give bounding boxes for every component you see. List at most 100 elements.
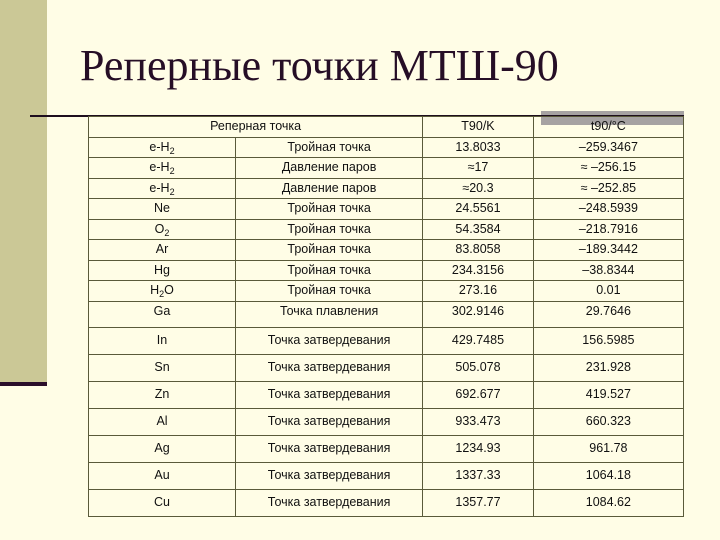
cell-substance: e-H2 — [87, 136, 237, 158]
cell-t90-kelvin: 273.16 — [422, 280, 534, 302]
cell-point-type: Тройная точка — [235, 198, 424, 220]
cell-t90-celsius: –248.5939 — [532, 198, 685, 220]
cell-t90-celsius: 0.01 — [532, 280, 685, 302]
cell-t90-celsius: 231.928 — [532, 353, 685, 382]
cell-t90-kelvin: 24.5561 — [422, 198, 534, 220]
cell-substance: Au — [87, 461, 237, 490]
cell-point-type: Точка затвердевания — [235, 407, 424, 436]
table-row: Au Точка затвердевания 1337.33 1064.18 — [87, 461, 685, 490]
cell-t90-celsius: –189.3442 — [532, 239, 685, 261]
header-t90-celsius: t90/°C — [532, 116, 685, 138]
table-row: Zn Точка затвердевания 692.677 419.527 — [87, 380, 685, 409]
cell-substance: Zn — [87, 380, 237, 409]
cell-t90-kelvin: 83.8058 — [422, 239, 534, 261]
table-row: e-H2 Давление паров ≈20.3 ≈ –252.85 — [87, 177, 685, 199]
cell-point-type: Тройная точка — [235, 280, 424, 302]
title-rule — [30, 115, 684, 117]
substance-symbol: H — [150, 283, 160, 298]
slide-title: Реперные точки МТШ-90 — [80, 41, 559, 90]
table-row: Al Точка затвердевания 933.473 660.323 — [87, 407, 685, 436]
cell-t90-celsius: 1064.18 — [532, 461, 685, 490]
cell-point-type: Давление паров — [235, 177, 424, 199]
substance-symbol: Ne — [154, 201, 170, 216]
substance-subscript: 2 — [159, 289, 165, 300]
cell-point-type: Тройная точка — [235, 136, 424, 158]
table-row: Sn Точка затвердевания 505.078 231.928 — [87, 353, 685, 382]
cell-t90-kelvin: ≈20.3 — [422, 177, 534, 199]
cell-substance: Al — [87, 407, 237, 436]
table-row: Hg Тройная точка 234.3156 –38.8344 — [87, 259, 685, 281]
cell-t90-kelvin: 505.078 — [422, 353, 534, 382]
table-row: Ar Тройная точка 83.8058 –189.3442 — [87, 239, 685, 261]
cell-substance: Ga — [87, 300, 237, 328]
substance-symbol: Cu — [154, 495, 170, 509]
cell-t90-celsius: 156.5985 — [532, 326, 685, 355]
cell-t90-celsius: –259.3467 — [532, 136, 685, 158]
cell-t90-kelvin: ≈17 — [422, 157, 534, 179]
substance-symbol: Ar — [155, 242, 169, 257]
cell-t90-kelvin: 13.8033 — [422, 136, 534, 158]
cell-substance: H2O — [87, 280, 237, 302]
substance-symbol: Ag — [154, 441, 170, 455]
cell-t90-kelvin: 1357.77 — [422, 488, 534, 517]
cell-t90-kelvin: 429.7485 — [422, 326, 534, 355]
substance-subscript: 2 — [169, 186, 175, 197]
table-row: In Точка затвердевания 429.7485 156.5985 — [87, 326, 685, 355]
table-header-row: Реперная точка T90/K t90/°C — [87, 116, 685, 138]
sidebar-rule — [0, 382, 47, 386]
substance-subscript: 2 — [164, 227, 170, 238]
cell-t90-celsius: –38.8344 — [532, 259, 685, 281]
cell-point-type: Точка затвердевания — [235, 488, 424, 517]
cell-t90-kelvin: 692.677 — [422, 380, 534, 409]
cell-substance: Cu — [87, 488, 237, 517]
cell-point-type: Точка затвердевания — [235, 380, 424, 409]
table-body: e-H2 Тройная точка 13.8033 –259.3467 e-H2 Дав… — [87, 136, 685, 517]
cell-point-type: Тройная точка — [235, 218, 424, 240]
cell-substance: In — [87, 326, 237, 355]
cell-t90-kelvin: 1337.33 — [422, 461, 534, 490]
substance-symbol: O — [154, 221, 165, 236]
reference-points-table: Реперная точка T90/K t90/°C e-H2 Тройная … — [87, 116, 685, 517]
cell-point-type: Тройная точка — [235, 239, 424, 261]
cell-t90-celsius: ≈ –256.15 — [532, 157, 685, 179]
cell-point-type: Давление паров — [235, 157, 424, 179]
substance-symbol: e-H — [149, 180, 170, 195]
cell-point-type: Точка затвердевания — [235, 461, 424, 490]
substance-symbol: Ga — [153, 303, 171, 318]
cell-t90-celsius: –218.7916 — [532, 218, 685, 240]
cell-t90-kelvin: 933.473 — [422, 407, 534, 436]
table-row: Ne Тройная точка 24.5561 –248.5939 — [87, 198, 685, 220]
substance-symbol: In — [156, 333, 168, 347]
cell-t90-celsius: 660.323 — [532, 407, 685, 436]
table-row: Ag Точка затвердевания 1234.93 961.78 — [87, 434, 685, 463]
substance-suffix: O — [164, 283, 174, 298]
cell-point-type: Точка затвердевания — [235, 434, 424, 463]
table-row: O2 Тройная точка 54.3584 –218.7916 — [87, 218, 685, 240]
cell-substance: Hg — [87, 259, 237, 281]
table-row: H2O Тройная точка 273.16 0.01 — [87, 280, 685, 302]
cell-t90-kelvin: 302.9146 — [422, 300, 534, 328]
cell-t90-celsius: 961.78 — [532, 434, 685, 463]
cell-t90-kelvin: 234.3156 — [422, 259, 534, 281]
sidebar-decoration — [0, 0, 47, 382]
substance-subscript: 2 — [169, 145, 175, 156]
table-row: Ga Точка плавления 302.9146 29.7646 — [87, 300, 685, 328]
cell-t90-celsius: 419.527 — [532, 380, 685, 409]
cell-substance: Ne — [87, 198, 237, 220]
cell-substance: O2 — [87, 218, 237, 240]
header-reference-point: Реперная точка — [87, 116, 424, 138]
cell-t90-celsius: 29.7646 — [532, 300, 685, 328]
cell-point-type: Точка затвердевания — [235, 353, 424, 382]
cell-t90-kelvin: 1234.93 — [422, 434, 534, 463]
cell-point-type: Точка плавления — [235, 300, 424, 328]
cell-substance: Ar — [87, 239, 237, 261]
cell-substance: e-H2 — [87, 177, 237, 199]
cell-substance: Ag — [87, 434, 237, 463]
cell-t90-kelvin: 54.3584 — [422, 218, 534, 240]
table-row: Cu Точка затвердевания 1357.77 1084.62 — [87, 488, 685, 517]
table-row: e-H2 Тройная точка 13.8033 –259.3467 — [87, 136, 685, 158]
cell-substance: e-H2 — [87, 157, 237, 179]
header-t90-kelvin: T90/K — [422, 116, 534, 138]
substance-symbol: Al — [156, 414, 168, 428]
cell-t90-celsius: ≈ –252.85 — [532, 177, 685, 199]
